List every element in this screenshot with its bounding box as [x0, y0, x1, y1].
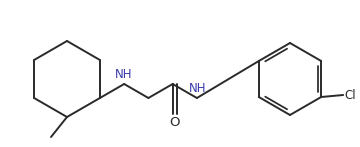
Text: NH: NH [114, 68, 132, 81]
Text: NH: NH [189, 82, 207, 95]
Text: Cl: Cl [344, 88, 356, 101]
Text: O: O [170, 116, 180, 129]
